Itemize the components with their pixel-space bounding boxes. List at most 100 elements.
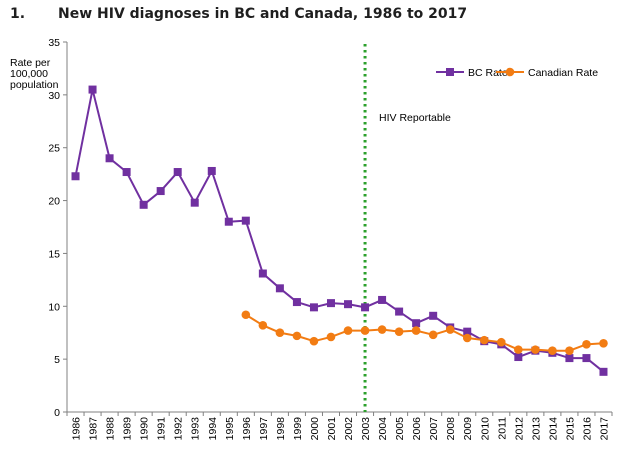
y-tick-label: 25 <box>48 143 60 155</box>
bc-rate-point <box>139 200 148 209</box>
y-axis-label-line: population <box>10 79 59 91</box>
canadian-rate-point <box>462 333 472 343</box>
legend-entry-label: Canadian Rate <box>528 67 598 79</box>
y-axis-ticks: 0 5 10 15 20 25 30 35 <box>48 37 67 419</box>
bc-rate-point <box>122 168 131 177</box>
x-tick-label: 2011 <box>496 417 508 440</box>
bc-rate-point <box>190 198 199 207</box>
canadian-rate-point <box>565 346 574 355</box>
canadian-rate-point <box>394 327 404 336</box>
x-tick-label: 2002 <box>343 417 355 441</box>
y-tick-label: 5 <box>54 354 60 366</box>
bc-rate-point <box>292 298 301 307</box>
x-tick-label: 2012 <box>513 417 525 441</box>
bc-rate-point <box>514 353 523 362</box>
canadian-rate-point <box>258 321 268 330</box>
y-tick-label: 30 <box>48 90 60 102</box>
x-tick-label: 1986 <box>71 417 83 441</box>
heading-number: 1. <box>10 6 26 22</box>
canadian-rate-point <box>479 335 489 345</box>
bc-rate-point <box>88 85 97 94</box>
bc-rate-point <box>258 269 267 278</box>
x-tick-label: 1990 <box>139 417 151 441</box>
annotation-label: HIV Reportable <box>379 112 451 124</box>
x-tick-label: 2005 <box>394 417 406 441</box>
x-axis-ticks: 1986 1987 1988 1989 1990 1991 1992 1993 1994 1995… <box>66 412 613 441</box>
bc-rate-point <box>361 303 370 312</box>
canadian-rate-point <box>292 331 302 341</box>
x-tick-label: 2001 <box>326 417 338 441</box>
x-tick-label: 1993 <box>190 417 202 441</box>
x-tick-label: 2008 <box>445 417 457 441</box>
y-tick-label: 0 <box>54 407 60 419</box>
canadian-rate-point <box>241 310 251 320</box>
canadian-rate-point <box>343 326 353 335</box>
x-tick-label: 1996 <box>241 417 253 441</box>
bc-rate-point <box>378 295 387 304</box>
x-tick-label: 1991 <box>156 417 168 441</box>
canadian-rate-line <box>245 313 604 352</box>
x-tick-label: 2003 <box>360 417 372 441</box>
x-tick-label: 2006 <box>411 417 423 441</box>
bc-rate-point <box>565 354 574 363</box>
legend: BC Rate Canadian Rate <box>436 67 598 79</box>
bc-rate-point <box>599 367 608 376</box>
x-tick-label: 1998 <box>275 417 287 441</box>
chart-heading: 1. New HIV diagnoses in BC and Canada, 19… <box>10 6 467 22</box>
canadian-rate-point <box>445 325 455 334</box>
x-tick-label: 1995 <box>224 417 236 441</box>
bc-rate-point <box>224 217 233 226</box>
canadian-rate-point <box>496 337 506 347</box>
legend-swatch-marker <box>505 67 515 77</box>
x-tick-label: 1994 <box>207 417 219 441</box>
legend-swatch-marker <box>446 68 454 76</box>
heading-title: New HIV diagnoses in BC and Canada, 1986… <box>58 6 468 22</box>
canadian-rate-point <box>326 332 336 342</box>
bc-rate-point <box>429 311 438 320</box>
x-tick-label: 2009 <box>462 417 474 441</box>
y-tick-label: 10 <box>48 301 60 313</box>
canadian-rate-point <box>411 326 421 335</box>
legend-entry-label: BC Rate <box>468 67 508 79</box>
bc-rate-point <box>207 166 216 175</box>
bc-rate-point <box>344 300 353 309</box>
y-axis-label-line: 100,000 <box>10 68 48 80</box>
bc-rate-point <box>463 327 472 336</box>
x-tick-label: 2015 <box>564 417 576 441</box>
bc-rate-point <box>275 284 284 293</box>
x-tick-label: 2016 <box>581 417 593 441</box>
axes <box>66 42 612 413</box>
y-tick-label: 35 <box>48 37 60 49</box>
series-group <box>71 85 608 376</box>
canadian-rate-point <box>360 326 370 335</box>
y-tick-label: 20 <box>48 196 60 208</box>
bc-rate-point <box>326 299 335 308</box>
bc-rate-point <box>412 319 421 328</box>
bc-rate-point <box>71 172 80 181</box>
x-tick-label: 1988 <box>105 417 117 441</box>
canadian-rate-point <box>377 325 387 334</box>
bc-rate-point <box>582 354 591 363</box>
x-tick-label: 2014 <box>547 417 559 441</box>
bc-rate-point <box>395 307 404 316</box>
canadian-rate-point <box>599 338 608 348</box>
x-tick-label: 2000 <box>309 417 321 441</box>
bc-rate-point <box>156 187 165 196</box>
y-tick-label: 15 <box>48 248 60 260</box>
x-tick-label: 1997 <box>258 417 270 441</box>
annotation-group: HIV Reportable <box>363 44 451 412</box>
bc-rate-point <box>309 303 318 312</box>
x-tick-label: 2007 <box>428 417 440 441</box>
canadian-rate-point <box>582 340 591 349</box>
canadian-rate-point <box>548 346 557 355</box>
bc-rate-point <box>105 154 114 163</box>
x-tick-label: 2013 <box>530 417 542 441</box>
canadian-rate-point <box>514 345 523 354</box>
x-tick-label: 1992 <box>173 417 185 441</box>
x-tick-label: 1989 <box>122 417 134 441</box>
bc-rate-line <box>74 88 605 373</box>
y-axis-label-line: Rate per <box>10 57 51 69</box>
